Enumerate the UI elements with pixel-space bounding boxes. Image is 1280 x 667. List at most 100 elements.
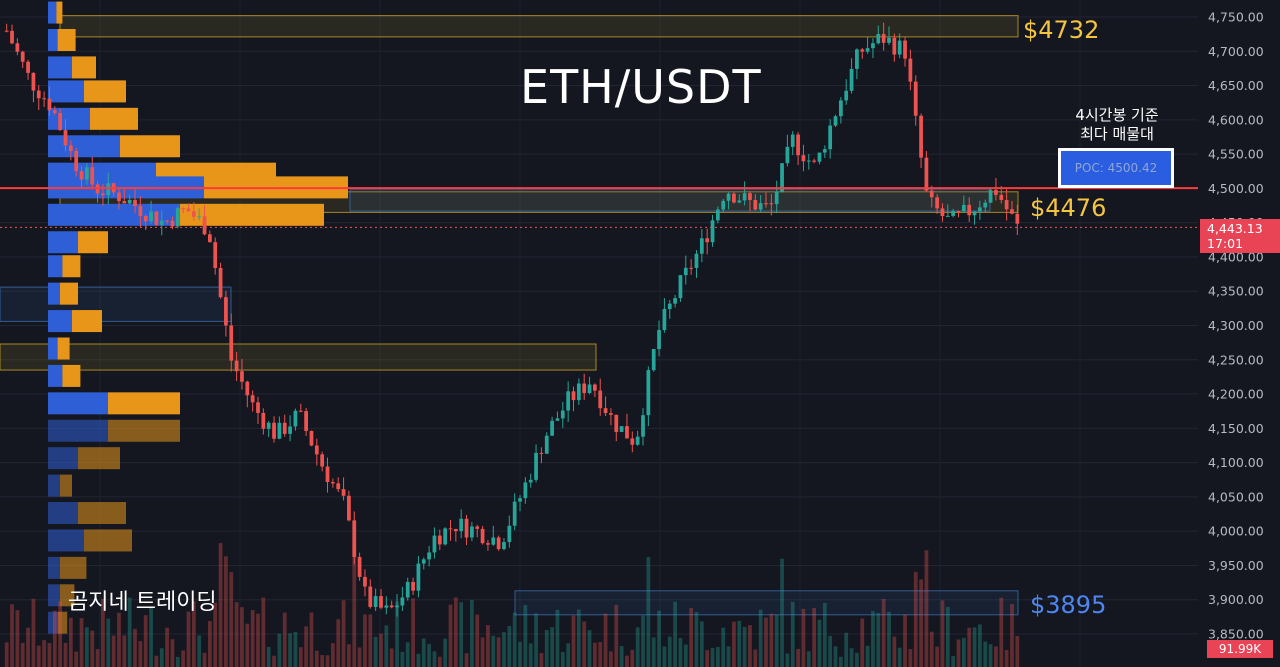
volume-bar — [512, 612, 517, 667]
volume-bar — [544, 629, 549, 667]
volume-bar — [988, 644, 993, 667]
candle-body — [956, 210, 961, 212]
volume-bar — [459, 602, 464, 667]
volume-bar — [523, 605, 528, 667]
volume-bar — [470, 600, 474, 667]
candle-body — [641, 415, 645, 437]
candle-body — [250, 395, 255, 403]
volume-bar — [42, 640, 46, 667]
volume-bar — [373, 636, 378, 667]
volume-bar — [149, 607, 153, 667]
volume-bar — [593, 642, 597, 667]
volume-bar — [405, 642, 410, 667]
volume-bar — [320, 655, 325, 667]
candle-body — [961, 204, 966, 212]
volume-bar — [913, 571, 918, 667]
price-zone-blue — [0, 286, 232, 322]
candle-body — [1010, 209, 1014, 214]
volume-profile-buy — [48, 392, 108, 415]
volume-bar — [502, 632, 506, 667]
candle-body — [20, 51, 25, 62]
candle-body — [699, 238, 704, 254]
price-tick-label: 4,650.00 — [1208, 78, 1264, 93]
volume-bar — [721, 627, 726, 667]
volume-profile-buy — [48, 310, 72, 333]
volume-bar — [202, 652, 207, 667]
candle-body — [908, 58, 913, 82]
volume-profile-buy — [48, 80, 84, 103]
candle-body — [651, 349, 656, 371]
volume-bar — [822, 602, 827, 667]
volume-bar — [999, 597, 1004, 667]
current-price-time: 17:01 — [1207, 236, 1244, 251]
volume-profile-buy — [48, 364, 63, 387]
candle-body — [694, 253, 699, 268]
volume-bar — [480, 637, 485, 667]
candle-body — [806, 160, 811, 162]
volume-bar — [389, 648, 394, 667]
volume-bar — [972, 627, 977, 667]
volume-bar — [106, 618, 111, 667]
volume-bar — [491, 635, 496, 667]
volume-profile-buy — [48, 447, 78, 470]
volume-profile-buy — [48, 611, 58, 634]
candle-body — [603, 408, 608, 414]
candle-body — [389, 605, 394, 608]
volume-bar — [133, 628, 137, 667]
volume-bar — [924, 550, 929, 667]
candle-body — [678, 275, 683, 299]
price-tick-label: 4,000.00 — [1208, 524, 1264, 539]
volume-bar — [181, 650, 186, 667]
volume-bar — [598, 642, 603, 667]
volume-bar — [576, 609, 581, 667]
volume-profile-sell — [84, 529, 132, 552]
volume-bar — [304, 626, 308, 667]
volume-bar — [341, 600, 346, 667]
candle-body — [1004, 200, 1009, 210]
candle-body — [780, 163, 784, 192]
candle-body — [838, 100, 843, 117]
candle-body — [357, 556, 362, 577]
price-zone-gold — [59, 15, 1019, 38]
candle-body — [748, 193, 752, 201]
volume-bar — [833, 646, 838, 667]
candle-body — [347, 495, 351, 521]
volume-bar — [566, 643, 571, 667]
candle-body — [609, 413, 613, 415]
candle-body — [272, 422, 276, 439]
candle-body — [550, 420, 554, 436]
volume-bar — [218, 543, 223, 667]
candle-body — [496, 537, 501, 550]
candle-body — [753, 200, 758, 210]
candle-body — [90, 167, 95, 185]
volume-bar — [881, 598, 886, 667]
volume-bar — [208, 620, 212, 667]
candle-body — [42, 98, 46, 100]
candle-body — [26, 61, 30, 73]
volume-profile-buy — [48, 282, 60, 305]
volume-bar — [90, 630, 95, 667]
candle-body — [646, 370, 651, 416]
candle-body — [539, 452, 544, 454]
price-tick-label: 4,150.00 — [1208, 421, 1264, 436]
candle-body — [774, 191, 779, 205]
volume-profile-buy — [48, 1, 57, 24]
volume-bar — [737, 620, 742, 667]
volume-bar — [421, 638, 426, 667]
price-tick-label: 3,900.00 — [1208, 592, 1264, 607]
candle-body — [855, 49, 859, 69]
volume-bar — [475, 614, 480, 667]
volume-bar — [250, 610, 255, 667]
volume-bar — [486, 625, 490, 667]
volume-bar — [528, 643, 533, 667]
candle-body — [983, 202, 988, 208]
candle-body — [582, 383, 587, 394]
candle-body — [368, 586, 373, 607]
candle-body — [544, 435, 549, 454]
volume-bar — [758, 609, 763, 667]
volume-bar — [154, 655, 159, 667]
volume-profile-buy — [48, 135, 120, 158]
volume-bar — [191, 601, 196, 667]
candle-body — [528, 479, 533, 483]
